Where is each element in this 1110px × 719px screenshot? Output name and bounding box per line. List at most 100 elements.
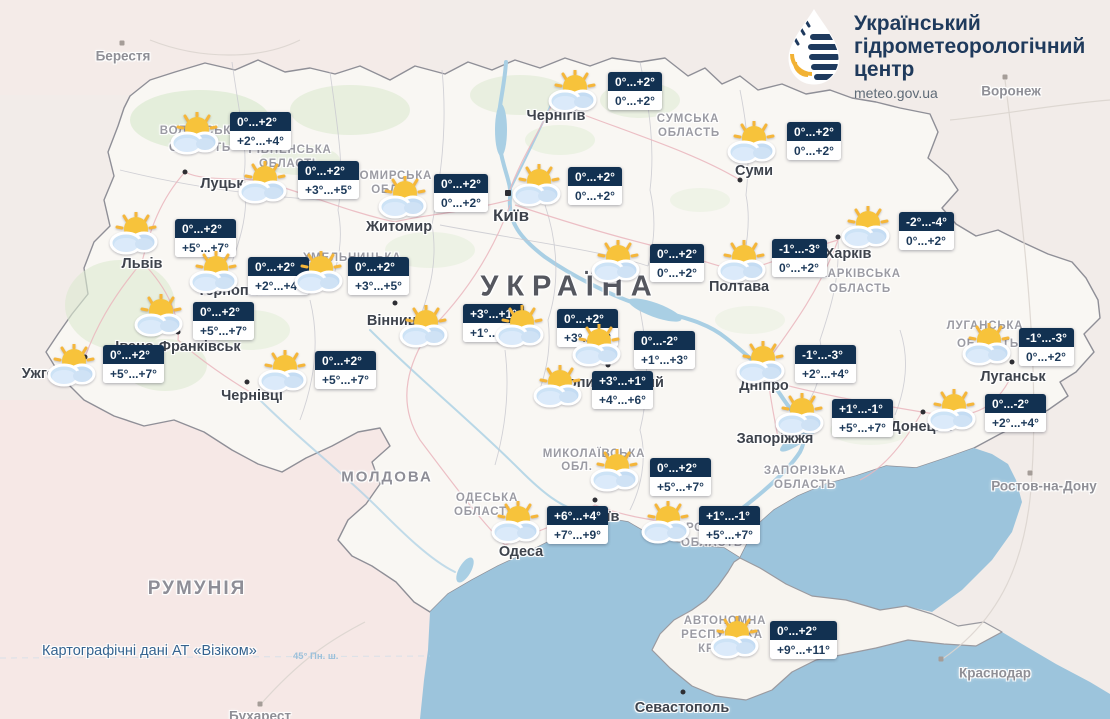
day-temp-range: +9°...+11°: [770, 640, 837, 659]
city-marker: [182, 169, 188, 175]
night-temp-range: -1°...-3°: [772, 239, 827, 258]
night-temp-range: 0°...+2°: [248, 257, 309, 276]
city-label: Луганськ: [980, 369, 1046, 385]
city-label: Житомир: [365, 219, 433, 235]
night-temp-range: 0°...+2°: [230, 112, 291, 131]
night-temp-range: 0°...+2°: [175, 219, 236, 238]
city-label: Львів: [121, 256, 163, 272]
day-temp-range: 0°...+2°: [1019, 347, 1074, 366]
city-marker: [737, 177, 743, 183]
city-label: Краснодар: [958, 665, 1032, 681]
night-temp-range: 0°...-2°: [634, 331, 695, 350]
sun-behind-cloud-icon: [109, 212, 158, 255]
map-attribution: Картографічні дані АТ «Візіком»: [42, 643, 257, 659]
sun-behind-cloud-icon: [736, 341, 785, 384]
weather-badge: 0°...-2° +2°...+4°: [985, 394, 1046, 432]
sun-behind-cloud-icon: [399, 305, 448, 348]
sun-behind-cloud-icon: [927, 389, 976, 432]
black-sea: [420, 518, 1110, 719]
night-temp-range: 0°...+2°: [348, 257, 409, 276]
day-temp-range: 0°...+2°: [787, 141, 841, 160]
weather-badge: 0°...+2° +5°...+7°: [103, 345, 164, 383]
sun-behind-cloud-icon: [134, 294, 183, 337]
city-label: Чернівці: [221, 388, 283, 404]
sun-behind-cloud-icon: [591, 240, 640, 283]
night-temp-range: 0°...+2°: [315, 351, 376, 370]
weather-badge: 0°...+2°+3°...+5°: [348, 257, 409, 295]
day-temp-range: 0°...+2°: [772, 258, 827, 277]
region-label: ОБЛАСТЬ: [658, 127, 720, 139]
weather-badge: 0°...+2° 0°...+2°: [787, 122, 841, 160]
weather-badge: +6°...+4° +7°...+9°: [547, 506, 608, 544]
night-temp-range: 0°...+2°: [557, 309, 618, 328]
night-temp-range: 0°...+2°: [568, 167, 622, 186]
sun-behind-cloud-icon: [775, 393, 824, 436]
day-temp-range: +2°...+4°: [795, 364, 856, 383]
night-temp-range: -2°...-4°: [899, 212, 954, 231]
weather-badge: 0°...+2° 0°...+2°: [568, 167, 622, 205]
city-label: Севастополь: [634, 700, 730, 716]
region-label: ОДЕСЬКА: [455, 492, 519, 504]
night-temp-range: 0°...+2°: [787, 122, 841, 141]
sun-behind-cloud-icon: [294, 251, 343, 294]
city-label: Суми: [735, 163, 773, 179]
sun-behind-cloud-icon: [491, 501, 540, 544]
city-marker: [505, 190, 511, 196]
night-temp-range: +1°...-1°: [832, 399, 893, 418]
city-label: Харків: [824, 246, 872, 262]
sun-behind-cloud-icon: [238, 161, 287, 204]
day-temp-range: +5°...+7°: [650, 477, 711, 496]
sun-behind-cloud-icon: [495, 305, 544, 348]
city-marker: [175, 329, 181, 335]
weather-badge: 0°...+2° 0°...+2°: [650, 244, 704, 282]
night-temp-range: 0°...+2°: [298, 161, 359, 180]
day-temp-range: 0°...+2°: [434, 193, 488, 212]
sun-behind-cloud-icon: [572, 324, 621, 367]
night-temp-range: 0°...+2°: [434, 174, 488, 193]
region-label: ЗАПОРІЗЬКА: [763, 465, 847, 477]
night-temp-range: 0°...+2°: [193, 302, 254, 321]
sun-behind-cloud-icon: [710, 616, 759, 659]
country-label: РУМУНІЯ: [147, 578, 247, 599]
day-temp-range: +2°...+4°: [985, 413, 1046, 432]
weather-badge: 0°...+2° +5°...+7°: [315, 351, 376, 389]
day-temp-range: +5°...+7°: [699, 525, 760, 544]
sun-behind-cloud-icon: [512, 164, 561, 207]
day-temp-range: +5°...+7°: [832, 418, 893, 437]
city-marker: [244, 379, 250, 385]
weather-badge: +3°...+1° +4°...+6°: [592, 371, 653, 409]
weather-badge: -2°...-4° 0°...+2°: [899, 212, 954, 250]
night-temp-range: -1°...-3°: [1019, 328, 1074, 347]
city-marker: [392, 300, 398, 306]
city-marker: [920, 409, 926, 415]
sun-behind-cloud-icon: [962, 323, 1011, 366]
weather-badge: 0°...+2° +2°...+4°: [248, 257, 309, 295]
day-temp-range: +3°...+5°: [298, 180, 359, 199]
country-label: МОЛДОВА: [341, 468, 433, 486]
night-temp-range: +1°...-1°: [699, 506, 760, 525]
sun-behind-cloud-icon: [548, 70, 597, 113]
uhmc-logo-icon: [788, 9, 840, 85]
sun-behind-cloud-icon: [47, 344, 96, 387]
day-temp-range: +7°...+9°: [547, 525, 608, 544]
logo-title-line3: центр: [854, 58, 915, 81]
city-label: Чернігів: [526, 108, 586, 124]
sun-behind-cloud-icon: [189, 251, 238, 294]
sun-behind-cloud-icon: [641, 501, 690, 544]
city-marker: [605, 362, 611, 368]
day-temp-range: +3°...+5°: [348, 276, 409, 295]
sun-behind-cloud-icon: [170, 112, 219, 155]
city-label: Київ: [492, 206, 530, 225]
sun-behind-cloud-icon: [533, 365, 582, 408]
day-temp-range: 0°...+2°: [650, 263, 704, 282]
city-marker: [592, 497, 598, 503]
day-temp-range: 0°...+2°: [568, 186, 622, 205]
weather-badge: +1°...-1° +5°...+7°: [832, 399, 893, 437]
sun-behind-cloud-icon: [258, 350, 307, 393]
day-temp-range: +5°...+7°: [315, 370, 376, 389]
city-marker: [1002, 74, 1008, 80]
night-temp-range: 0°...+2°: [770, 621, 837, 640]
night-temp-range: 0°...+2°: [650, 244, 704, 263]
